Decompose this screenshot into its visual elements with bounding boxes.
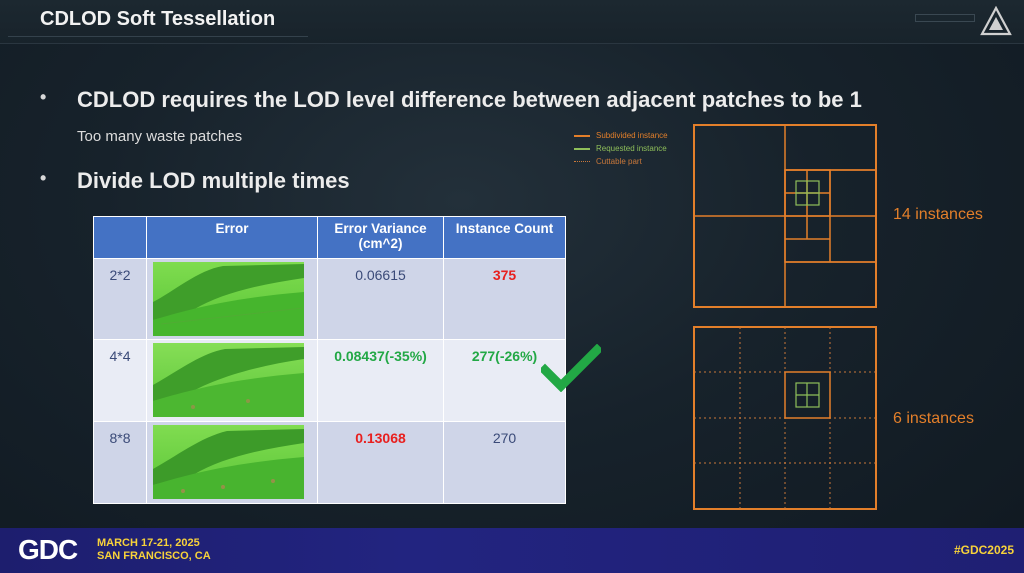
bullet-divide-lod: • Divide LOD multiple times (40, 168, 350, 194)
diagram-6-instances (693, 326, 877, 510)
instance-count-value: 375 (443, 258, 566, 340)
gdc-logo: GDC (18, 534, 78, 565)
row-label: 4*4 (93, 339, 147, 422)
conference-dates: MARCH 17-21, 2025 (97, 537, 200, 549)
row-label: 8*8 (93, 421, 147, 504)
terrain-error-image (153, 425, 304, 499)
corner-logo-icon (980, 6, 1012, 36)
legend-label: Requested instance (596, 144, 667, 153)
error-thumbnail-cell (146, 339, 318, 422)
instance-count-value: 277(-26%) (443, 339, 566, 422)
conference-hashtag: #GDC2025 (953, 543, 1014, 557)
bullet-lod-difference: • CDLOD requires the LOD level differenc… (40, 87, 862, 113)
quadtree-diagrams (693, 124, 877, 510)
header-decoration (915, 14, 975, 22)
error-variance-value: 0.08437(-35%) (317, 339, 444, 422)
diagram-label-14: 14 instances (893, 206, 983, 223)
legend-label: Subdivided instance (596, 131, 668, 140)
error-variance-value: 0.13068 (317, 421, 444, 504)
header-divider (8, 36, 308, 37)
row-label: 2*2 (93, 258, 147, 340)
conference-location: SAN FRANCISCO, CA (97, 550, 211, 562)
bullet-text: CDLOD requires the LOD level difference … (77, 87, 862, 112)
legend-swatch-orange (574, 135, 590, 137)
diagram-label-6: 6 instances (893, 410, 974, 427)
table-header-instance-count: Instance Count (443, 216, 566, 259)
table-header-row: Error Error Variance (cm^2) Instance Cou… (93, 216, 566, 259)
sub-bullet-waste: Too many waste patches (77, 128, 243, 145)
checkmark-icon (541, 344, 601, 392)
table-row: 2*2 0.06615 375 (93, 258, 566, 340)
table-header-error: Error (146, 216, 318, 259)
diagram-14-instances (693, 124, 877, 308)
legend-label: Cuttable part (596, 157, 642, 166)
terrain-error-image (153, 262, 304, 336)
table-header-blank (93, 216, 147, 259)
error-variance-value: 0.06615 (317, 258, 444, 340)
error-thumbnail-cell (146, 258, 318, 340)
slide-title: CDLOD Soft Tessellation (40, 8, 276, 30)
error-thumbnail-cell (146, 421, 318, 504)
conference-footer: GDC MARCH 17-21, 2025 SAN FRANCISCO, CA … (0, 528, 1024, 573)
legend-swatch-dotted (574, 161, 590, 162)
legend-swatch-green (574, 148, 590, 150)
table-header-error-variance: Error Variance (cm^2) (317, 216, 444, 259)
bullet-text: Divide LOD multiple times (77, 168, 350, 193)
slide-header: CDLOD Soft Tessellation (0, 0, 1024, 44)
bullet-dot: • (40, 87, 47, 107)
bullet-dot: • (40, 168, 47, 188)
comparison-table: Error Error Variance (cm^2) Instance Cou… (93, 216, 566, 504)
table-row: 4*4 0.08437(-35%) 277(-26%) (93, 339, 566, 422)
instance-count-value: 270 (443, 421, 566, 504)
terrain-error-image (153, 343, 304, 417)
table-row: 8*8 0.13068 270 (93, 421, 566, 504)
